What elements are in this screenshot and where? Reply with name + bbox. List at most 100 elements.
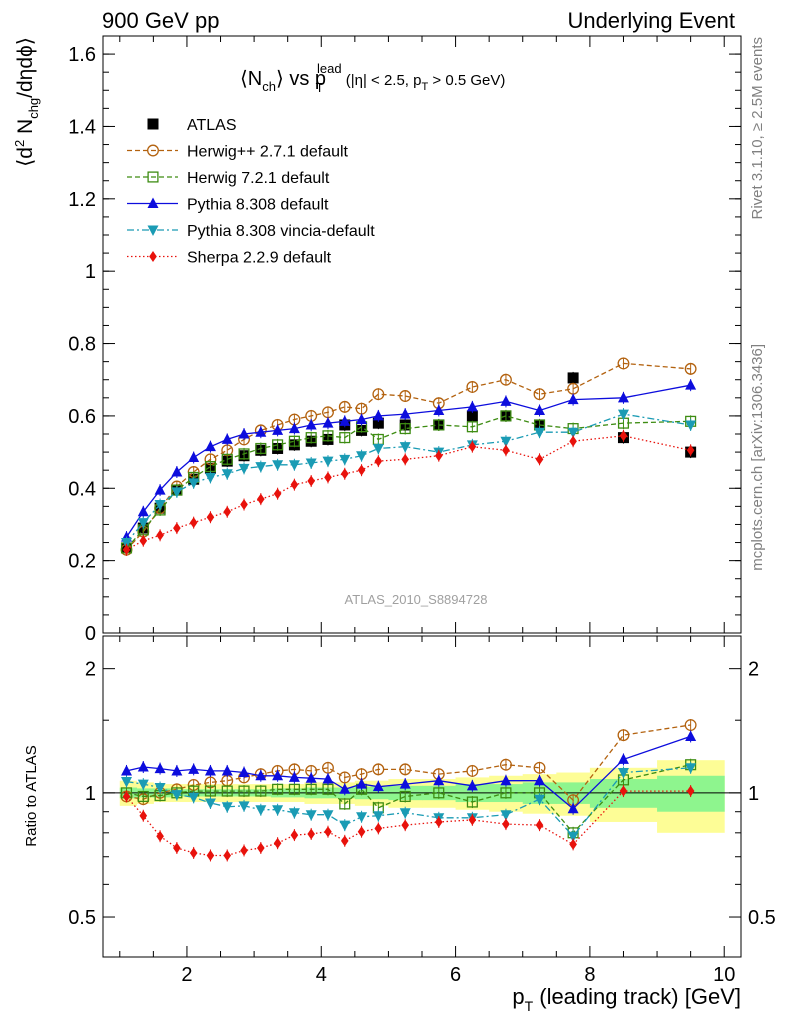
- data-point: [500, 774, 512, 786]
- data-point: [534, 404, 546, 415]
- data-point: [137, 790, 149, 803]
- legend-item: Pythia 8.308 vincia-default: [127, 223, 375, 240]
- data-point: [534, 427, 546, 439]
- series-line: [126, 790, 691, 857]
- data-point: [466, 410, 478, 422]
- data-point: [685, 420, 697, 431]
- data-point: [223, 506, 232, 518]
- data-point: [255, 462, 267, 473]
- ratio-y-axis-label: Ratio to ATLAS: [23, 745, 40, 846]
- data-point: [372, 388, 385, 401]
- data-point: [567, 393, 579, 405]
- data-point: [188, 763, 200, 774]
- data-point: [255, 785, 267, 797]
- legend-label: Pythia 8.308 default: [187, 197, 329, 214]
- data-point: [399, 442, 411, 453]
- data-point: [500, 436, 512, 448]
- data-point: [307, 475, 315, 487]
- series-group: [120, 719, 697, 862]
- data-point: [374, 455, 383, 467]
- data-point: [685, 730, 697, 741]
- data-point: [188, 792, 200, 804]
- x-axis-label: pT (leading track) [GeV]: [512, 984, 741, 1014]
- rivet-version-label: Rivet 3.1.10, ≥ 2.5M events: [749, 37, 766, 220]
- y-tick-label: 1: [85, 261, 96, 283]
- data-point: [502, 444, 510, 456]
- y-tick-label: 1: [85, 783, 96, 805]
- data-point: [567, 372, 579, 384]
- y-tick-label: 1.6: [68, 44, 96, 66]
- data-point: [272, 460, 284, 471]
- data-point: [499, 373, 512, 386]
- data-point: [619, 430, 628, 442]
- data-point: [204, 440, 216, 452]
- data-point: [357, 464, 366, 476]
- data-point: [339, 415, 351, 426]
- legend-item: Herwig++ 2.7.1 default: [127, 144, 349, 161]
- data-point: [533, 388, 546, 401]
- legend-item: ATLAS: [147, 117, 237, 134]
- data-point: [500, 410, 512, 422]
- data-point: [272, 783, 284, 795]
- y-tick-label: 0.2: [68, 551, 96, 573]
- data-point: [338, 771, 351, 784]
- mcplots-label: mcplots.cern.ch [arXiv:1306.3436]: [749, 344, 766, 571]
- data-point: [617, 753, 629, 764]
- data-point: [434, 450, 443, 462]
- series-group: [120, 357, 697, 556]
- data-point: [240, 844, 248, 856]
- data-point: [206, 849, 215, 861]
- legend-label: Pythia 8.308 vincia-default: [187, 223, 375, 240]
- x-tick-label: 8: [584, 964, 595, 986]
- data-point: [288, 422, 300, 434]
- data-point: [137, 761, 149, 772]
- data-point: [121, 538, 133, 549]
- data-point: [156, 830, 164, 842]
- data-point: [500, 810, 512, 821]
- data-point: [238, 428, 250, 439]
- data-point: [257, 842, 265, 854]
- data-point: [305, 810, 317, 821]
- data-point: [322, 773, 334, 784]
- data-point: [238, 463, 250, 475]
- legend-marker: [147, 197, 159, 208]
- analysis-id-label: ATLAS_2010_S8894728: [345, 592, 488, 607]
- data-point: [374, 822, 383, 834]
- data-point: [154, 762, 166, 774]
- legend-marker: [147, 144, 159, 157]
- y-tick-label: 0.8: [68, 334, 96, 356]
- data-point: [288, 783, 300, 795]
- data-point: [617, 729, 630, 742]
- data-point: [204, 472, 216, 484]
- series-sherpa-2-2-9-default: [122, 429, 695, 556]
- data-point: [468, 814, 477, 826]
- data-point: [139, 810, 148, 822]
- data-point: [307, 828, 315, 840]
- data-point: [272, 439, 284, 451]
- data-point: [567, 427, 579, 439]
- y-tick-label: 0: [85, 623, 96, 645]
- data-point: [173, 522, 181, 534]
- data-point: [288, 808, 300, 819]
- data-point: [255, 426, 267, 437]
- legend-item: Herwig 7.2.1 default: [127, 170, 330, 187]
- data-point: [372, 811, 384, 822]
- data-point: [188, 478, 200, 489]
- data-point: [288, 460, 300, 471]
- legend-item: Sherpa 2.2.9 default: [127, 250, 332, 267]
- x-tick-label: 2: [181, 964, 192, 986]
- data-point: [255, 769, 267, 781]
- data-point: [569, 838, 577, 850]
- data-point: [372, 417, 384, 429]
- data-point: [468, 441, 477, 453]
- data-point: [255, 805, 267, 816]
- data-point: [434, 816, 443, 828]
- data-point: [357, 826, 366, 838]
- data-point: [372, 780, 384, 792]
- data-point: [433, 774, 445, 786]
- data-point: [305, 783, 317, 795]
- series-line: [126, 764, 691, 834]
- data-point: [188, 451, 200, 463]
- legend-label: Herwig++ 2.7.1 default: [187, 144, 349, 161]
